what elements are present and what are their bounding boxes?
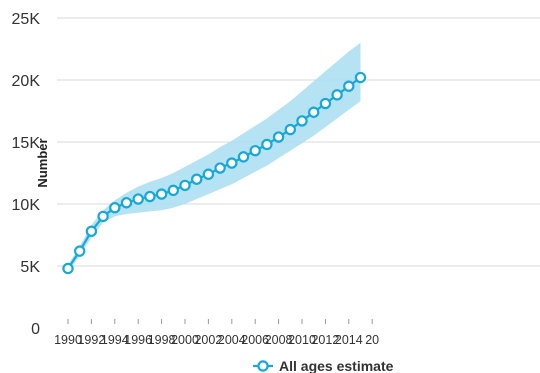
legend[interactable]: All ages estimate — [253, 358, 394, 373]
data-point[interactable] — [354, 71, 367, 84]
x-tick-label: 1992 — [77, 333, 105, 347]
data-point[interactable] — [97, 210, 109, 223]
x-axis-ticks: 1990199219941996199820002002200420062008… — [54, 319, 379, 347]
y-tick-label: 5K — [20, 259, 40, 276]
x-tick-label: 2006 — [241, 333, 269, 347]
y-tick-label: 15K — [12, 135, 41, 152]
data-point[interactable] — [73, 245, 86, 257]
x-tick-label: 1990 — [54, 333, 82, 347]
x-tick-label: 20 — [365, 333, 379, 347]
y-tick-label: 0 — [31, 321, 40, 338]
y-axis-ticks: 0 5K 10K 15K 20K 25K — [12, 11, 41, 338]
data-point[interactable] — [343, 80, 355, 92]
legend-label: All ages estimate — [279, 358, 394, 373]
uncertainty-band — [68, 42, 361, 273]
data-point[interactable] — [132, 193, 144, 205]
x-tick-label: 2002 — [194, 333, 222, 347]
data-point[interactable] — [272, 131, 285, 143]
data-point[interactable] — [85, 225, 98, 237]
data-point[interactable] — [155, 188, 168, 200]
x-tick-label: 2010 — [288, 333, 316, 347]
data-point[interactable] — [284, 123, 296, 136]
data-point[interactable] — [237, 151, 250, 163]
series-points — [62, 71, 367, 275]
confidence-band — [68, 42, 361, 273]
legend-marker-swatch — [257, 360, 269, 372]
data-point[interactable] — [261, 138, 273, 151]
y-axis-label: Number — [35, 138, 50, 187]
data-point[interactable] — [202, 168, 215, 180]
data-point[interactable] — [308, 106, 320, 118]
data-point[interactable] — [179, 179, 191, 192]
x-tick-label: 1998 — [148, 333, 176, 347]
data-point[interactable] — [296, 115, 308, 127]
data-point[interactable] — [62, 262, 74, 275]
data-point[interactable] — [226, 157, 238, 169]
x-tick-label: 2008 — [265, 333, 293, 347]
data-point[interactable] — [144, 190, 156, 203]
y-tick-label: 25K — [12, 11, 41, 28]
data-point[interactable] — [120, 197, 133, 209]
data-point[interactable] — [319, 97, 332, 110]
x-tick-label: 2000 — [171, 333, 199, 347]
x-tick-label: 1996 — [124, 333, 152, 347]
y-tick-label: 10K — [12, 197, 41, 214]
x-tick-label: 1994 — [101, 333, 129, 347]
data-point[interactable] — [167, 184, 179, 197]
data-point[interactable] — [214, 162, 226, 174]
x-tick-label: 2012 — [311, 333, 339, 347]
data-point[interactable] — [190, 173, 203, 185]
data-point[interactable] — [331, 89, 343, 101]
x-tick-label: 2014 — [335, 333, 363, 347]
x-tick-label: 2004 — [218, 333, 246, 347]
data-point[interactable] — [249, 144, 261, 157]
y-tick-label: 20K — [12, 73, 41, 90]
data-point[interactable] — [109, 202, 121, 214]
